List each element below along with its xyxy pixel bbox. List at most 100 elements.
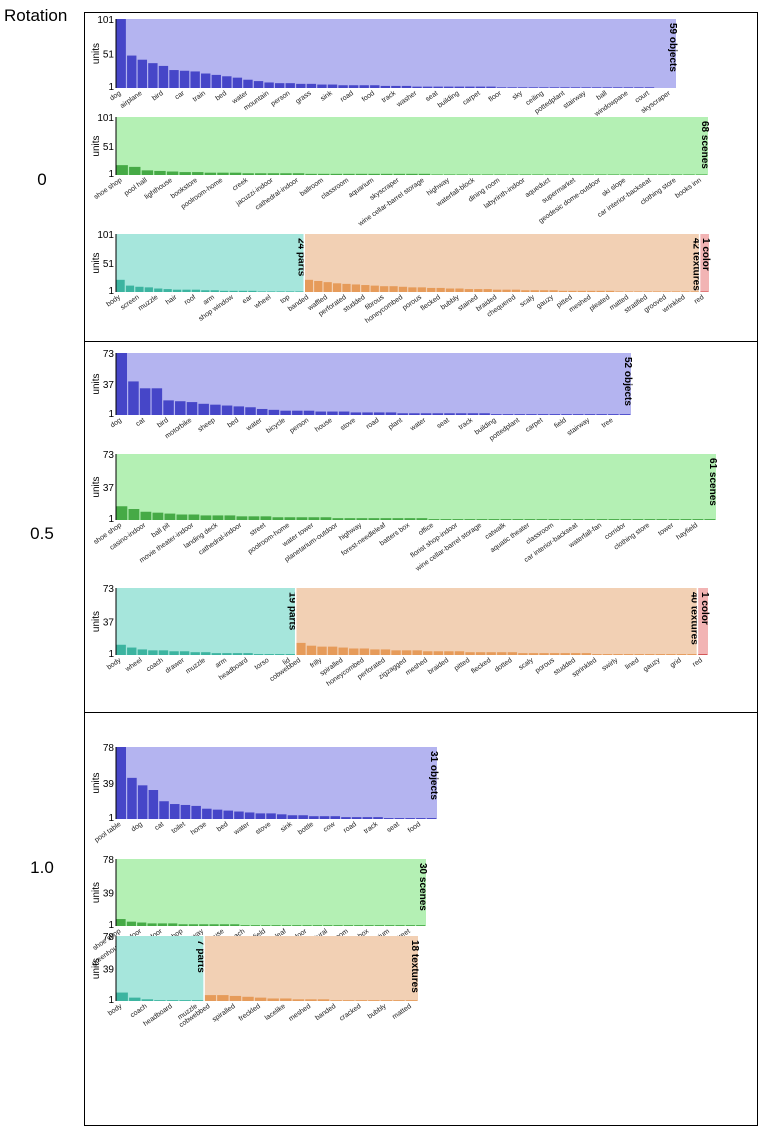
chart-0.5-5-bar-parts-13 xyxy=(253,654,264,655)
chart-0-2-bar-textures-39 xyxy=(671,291,681,292)
chart-0-0-bar-objects-7 xyxy=(190,71,200,88)
chart-0.5-5-bar-parts-15 xyxy=(275,654,285,655)
chart-0.5-3-category-label: stairway xyxy=(566,417,591,438)
chart-0-2-bar-textures-13 xyxy=(427,287,436,292)
chart-1.0-8-bar-textures-0 xyxy=(204,995,216,1001)
chart-0.5-3-bar-objects-24 xyxy=(397,413,408,415)
chart-0-0-category-label: track xyxy=(381,90,398,105)
chart-0-0-bar-objects-25 xyxy=(380,85,391,88)
chart-0-2-bar-textures-33 xyxy=(615,291,624,292)
chart-0-2-category-label: flecked xyxy=(420,294,442,313)
chart-0.5-5-bar-textures-20 xyxy=(507,652,518,655)
chart-0.5-3-bar-objects-30 xyxy=(467,413,479,415)
chart-1.0-6-bar-objects-16 xyxy=(287,815,298,819)
chart-0.5-5-category-label: pitted xyxy=(453,657,471,673)
chart-1.0-7-bar-scenes-3 xyxy=(147,923,157,926)
chart-0-2-bar-textures-12 xyxy=(417,287,426,292)
chart-0-0-category-label: stairway xyxy=(562,90,587,111)
chart-0.5-5-category-label: braided xyxy=(427,657,450,676)
chart-0-1-bar-scenes-31 xyxy=(506,174,519,175)
chart-0-2-bar-parts-1 xyxy=(125,285,135,292)
chart-1.0-8-category-label: coach xyxy=(129,1003,148,1020)
chart-0-0-category-label: car xyxy=(174,90,187,102)
chart-0.5-3-bar-objects-23 xyxy=(385,412,397,415)
chart-1.0-6-bar-objects-17 xyxy=(298,815,308,819)
chart-0.5-4-bar-scenes-3 xyxy=(152,512,164,520)
chart-0.5-5-bar-textures-12 xyxy=(423,651,433,655)
chart-0-2-bar-textures-11 xyxy=(408,287,417,292)
chart-1.0-7-scenes-count-label: 30 scenes xyxy=(417,863,428,911)
chart-1.0-8-bar-textures-12 xyxy=(355,1000,367,1001)
chart-0.5-4-bar-scenes-2 xyxy=(140,511,152,520)
chart-1.0-6-bar-objects-21 xyxy=(341,817,351,819)
chart-0-0-bar-objects-30 xyxy=(433,86,443,88)
chart-0-2-category-label: wheel xyxy=(253,294,273,311)
chart-0.5-5-bar-textures-33 xyxy=(645,654,655,655)
chart-1.0-6-category-label: seat xyxy=(386,821,401,834)
chart-0-2-bar-parts-9 xyxy=(201,290,210,292)
chart-1.0-7-y-axis-label: units xyxy=(91,882,102,903)
chart-0.5-5-y-tick-label: 1 xyxy=(108,649,114,660)
chart-0-2-color-background xyxy=(699,234,709,292)
chart-0-1-bar-scenes-40 xyxy=(620,174,632,175)
chart-0.5-5-textures-count-label: 40 textures xyxy=(688,592,699,645)
chart-0.5-5-bar-color-0 xyxy=(697,654,708,655)
chart-0-2-category-label: scaly xyxy=(519,294,536,309)
chart-1.0-6-bar-objects-28 xyxy=(416,818,426,819)
chart-0-2-bar-textures-23 xyxy=(521,290,530,292)
chart-1.0-7-bar-scenes-20 xyxy=(323,925,333,926)
chart-0.5-4-bar-scenes-18 xyxy=(332,518,344,520)
chart-0-1-bar-scenes-35 xyxy=(557,174,569,175)
chart-0-0-bar-objects-14 xyxy=(264,82,274,88)
chart-0.5-3-category-label: cat xyxy=(135,417,147,428)
chart-0.5-5-bar-textures-15 xyxy=(454,651,465,655)
chart-0.5-3-bar-objects-15 xyxy=(292,410,303,415)
chart-1.0-8-bar-textures-5 xyxy=(267,998,279,1001)
chart-0.5-3-category-label: water xyxy=(245,417,264,434)
chart-0-1-y-tick-label: 101 xyxy=(97,113,114,124)
chart-0.5-5-category-label: muzzle xyxy=(185,657,207,676)
chart-0-1-bar-scenes-4 xyxy=(166,171,179,175)
chart-0.5-3-bar-objects-26 xyxy=(420,413,432,415)
chart-0.5-3-y-axis-label: units xyxy=(91,373,102,394)
chart-0.5-3-bar-objects-8 xyxy=(210,404,221,415)
chart-0-0-bar-objects-18 xyxy=(306,83,317,88)
chart-0.5-5-bar-textures-25 xyxy=(560,653,570,655)
chart-0.5-3-bar-objects-6 xyxy=(186,402,198,415)
chart-1.0-6-category-label: sink xyxy=(279,821,294,834)
chart-0-1-bar-scenes-10 xyxy=(242,173,254,175)
chart-0-0-bar-objects-40 xyxy=(539,87,549,88)
chart-0-1-bar-scenes-3 xyxy=(154,170,166,175)
chart-0.5-4-bar-scenes-32 xyxy=(500,519,512,520)
chart-0.5-5-category-label: dotted xyxy=(494,657,514,674)
chart-1.0-8-bar-textures-15 xyxy=(393,1000,405,1001)
chart-0.5-3-bar-objects-37 xyxy=(549,414,561,415)
chart-0-2-category-label: roof xyxy=(183,294,197,307)
chart-0.5-5-bar-textures-0 xyxy=(296,642,306,655)
chart-0.5-5-bar-textures-11 xyxy=(412,650,422,655)
chart-1.0-6-bar-objects-23 xyxy=(362,817,373,819)
chart-0.5-4-scenes-count-label: 61 scenes xyxy=(707,458,718,506)
chart-1.0-7-bar-scenes-12 xyxy=(240,925,250,926)
chart-1.0-8-category-label: freckled xyxy=(238,1003,262,1023)
chart-0.5-3-bar-objects-32 xyxy=(491,414,502,415)
chart-0.5-3-bar-objects-11 xyxy=(245,407,256,415)
chart-0.5-3-category-label: house xyxy=(314,417,334,434)
chart-0.5-4-bar-scenes-24 xyxy=(404,518,416,520)
chart-0-0-bar-objects-38 xyxy=(518,87,528,88)
chart-1.0-6-bar-objects-24 xyxy=(373,817,383,819)
chart-0-2-category-label: gauzy xyxy=(536,294,556,311)
chart-0.5-3-bar-objects-34 xyxy=(514,414,525,415)
chart-0-2-bar-parts-15 xyxy=(257,291,266,292)
chart-1.0-6-bar-objects-25 xyxy=(384,818,394,819)
chart-0-1-bar-scenes-20 xyxy=(368,173,380,175)
chart-0-1-bar-scenes-24 xyxy=(418,173,431,175)
chart-0.5-5-bar-textures-34 xyxy=(655,654,666,655)
chart-0-2-bar-textures-7 xyxy=(370,285,379,292)
chart-0-2-bar-textures-6 xyxy=(361,285,370,292)
chart-0-2-bar-textures-19 xyxy=(483,289,492,292)
chart-0.5-3-bar-objects-10 xyxy=(233,406,245,415)
chart-0.5-4-bar-scenes-26 xyxy=(428,519,440,520)
chart-0.5-5-bar-textures-1 xyxy=(306,645,317,655)
chart-0.5-4-bar-scenes-48 xyxy=(692,519,704,520)
